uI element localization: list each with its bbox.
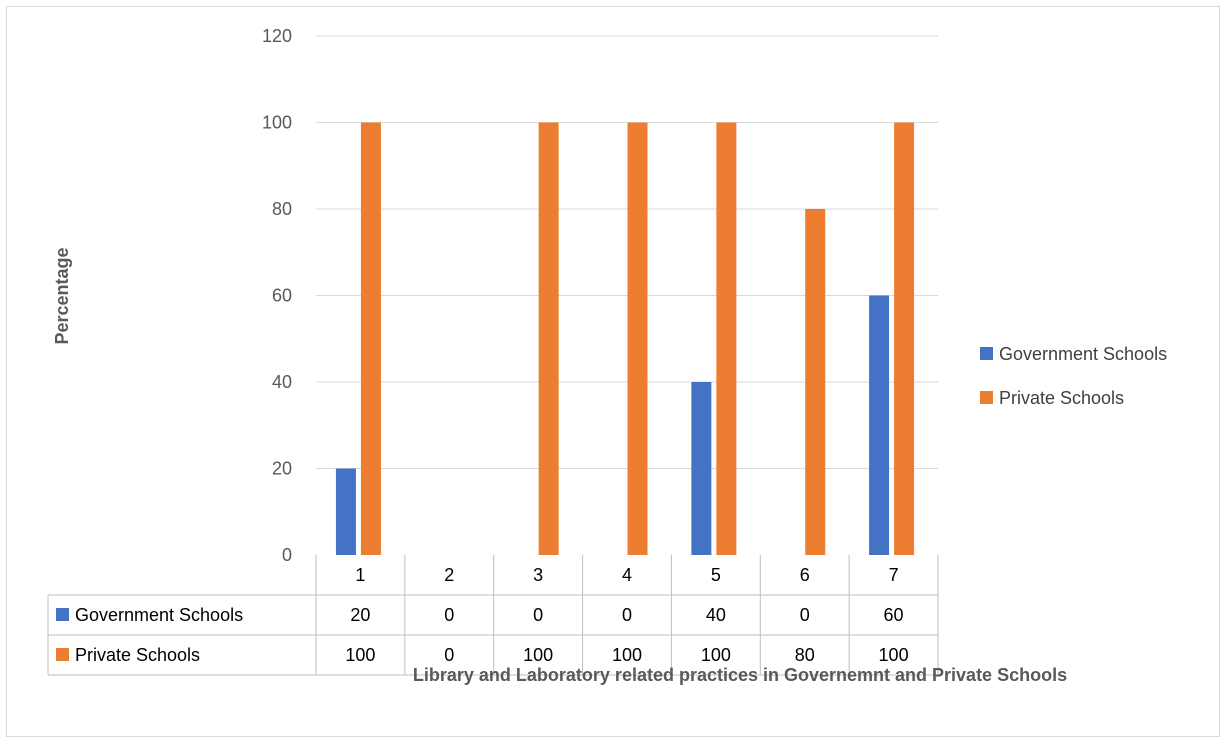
- table-cell: 100: [879, 645, 909, 665]
- table-header-cell: 6: [800, 565, 810, 585]
- bar-government-7: [869, 295, 890, 555]
- y-tick-label: 40: [272, 372, 292, 392]
- table-cell: 100: [345, 645, 375, 665]
- table-cell: 100: [523, 645, 553, 665]
- legend-swatch: [980, 391, 993, 404]
- table-cell: 0: [444, 645, 454, 665]
- bar-private-3: [538, 122, 559, 555]
- table-header-cell: 2: [444, 565, 454, 585]
- y-tick-label: 80: [272, 199, 292, 219]
- table-header-cell: 3: [533, 565, 543, 585]
- table-cell: 0: [622, 605, 632, 625]
- bar-private-1: [360, 122, 381, 555]
- bar-private-4: [627, 122, 648, 555]
- legend-label: Private Schools: [999, 388, 1124, 408]
- y-tick-label: 120: [262, 26, 292, 46]
- y-axis-title: Percentage: [52, 247, 72, 344]
- table-series-swatch: [56, 608, 69, 621]
- y-tick-label: 60: [272, 286, 292, 306]
- bar-private-6: [805, 209, 826, 555]
- legend-label: Government Schools: [999, 344, 1167, 364]
- legend-swatch: [980, 347, 993, 360]
- table-cell: 100: [612, 645, 642, 665]
- table-header-cell: 4: [622, 565, 632, 585]
- table-cell: 0: [444, 605, 454, 625]
- table-cell: 40: [706, 605, 726, 625]
- bar-private-5: [716, 122, 737, 555]
- y-tick-labels: 0 20 40 60 80 100 120: [262, 26, 292, 565]
- y-tick-label: 0: [282, 545, 292, 565]
- bar-government-5: [691, 382, 712, 555]
- table-cell: 0: [800, 605, 810, 625]
- table-series-label: Private Schools: [75, 645, 200, 665]
- bar-private-7: [894, 122, 915, 555]
- x-axis-title: Library and Laboratory related practices…: [413, 665, 1067, 685]
- y-tick-label: 100: [262, 113, 292, 133]
- table-cell: 20: [350, 605, 370, 625]
- table-header-cell: 5: [711, 565, 721, 585]
- table-header-cell: 1: [355, 565, 365, 585]
- bars: [335, 122, 915, 555]
- data-table: 1 2 3 4 5 6 7 Government Schools 20 0 0 0 40 0 60 Priva…: [47, 555, 939, 676]
- bar-government-1: [335, 468, 356, 555]
- table-cell: 80: [795, 645, 815, 665]
- y-tick-label: 20: [272, 459, 292, 479]
- legend: Government Schools Private Schools: [980, 344, 1167, 408]
- chart-frame: [6, 6, 1220, 737]
- table-series-label: Government Schools: [75, 605, 243, 625]
- table-series-swatch: [56, 648, 69, 661]
- gridlines: [316, 35, 938, 469]
- table-cell: 100: [701, 645, 731, 665]
- table-cell: 60: [884, 605, 904, 625]
- table-header-cell: 7: [889, 565, 899, 585]
- table-cell: 0: [533, 605, 543, 625]
